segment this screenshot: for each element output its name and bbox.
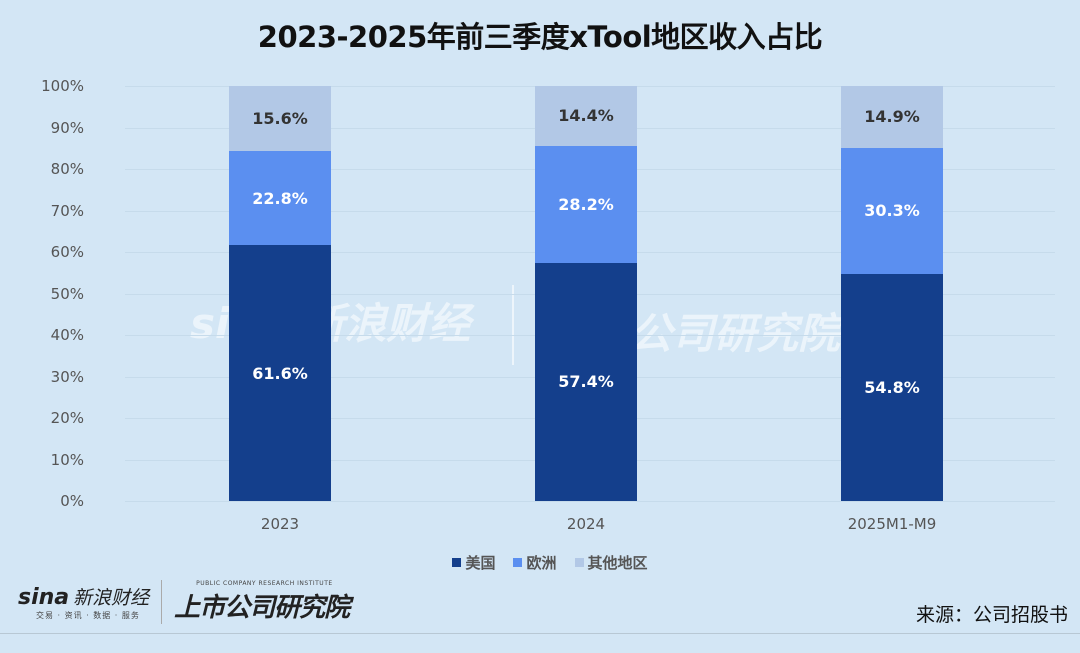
logo-divider (161, 580, 163, 624)
chart-title: 2023-2025年前三季度xTool地区收入占比 (257, 20, 823, 54)
x-tick-label: 2024 (566, 515, 606, 533)
institute-en: PUBLIC COMPANY RESEARCH INSTITUTE (196, 580, 333, 587)
bar-segment-欧洲: 28.2% (535, 145, 637, 263)
y-tick-label: 40% (50, 326, 84, 344)
y-tick-label: 0% (60, 492, 84, 510)
y-tick-label: 50% (50, 284, 84, 303)
sina-logo-text: sina (18, 585, 70, 610)
stacked-bar-2023: 61.6% 22.8% 15.6% (229, 86, 331, 501)
bar-segment-欧洲: 22.8% (229, 150, 331, 246)
bar-segment-欧洲: 30.3% (841, 147, 943, 274)
legend-swatch (513, 558, 523, 567)
sina-name: 新浪财经 (73, 587, 150, 609)
legend-swatch (574, 558, 584, 567)
x-tick-label: 2023 (260, 515, 300, 533)
source-note: 来源：公司招股书 (915, 604, 1068, 626)
bar-segment-其他地区: 14.4% (535, 86, 637, 146)
legend-label: 欧洲 (526, 554, 557, 572)
bar-segment-美国: 61.6% (229, 245, 331, 501)
y-tick-label: 20% (50, 409, 84, 427)
y-tick-label: 70% (50, 201, 84, 220)
legend-label: 美国 (465, 554, 496, 572)
institute-logo: PUBLIC COMPANY RESEARCH INSTITUTE 上市公司研究… (174, 580, 350, 624)
y-tick-label: 60% (50, 243, 84, 261)
legend: 美国 欧洲 其他地区 (0, 552, 1080, 573)
footer-logos: sina 新浪财经 交易 · 资讯 · 数据 · 服务 PUBLIC COMPA… (18, 580, 350, 624)
y-tick-label: 80% (50, 160, 84, 178)
plot-area: 0% 10% 20% 30% 40% 50% 60% 70% 80% 90% 100% 61.6% 22… (41, 77, 1055, 510)
bar-segment-其他地区: 15.6% (229, 86, 331, 151)
legend-item: 欧洲 (513, 552, 557, 573)
sina-finance-logo: sina 新浪财经 交易 · 资讯 · 数据 · 服务 (18, 583, 149, 621)
footer-divider (0, 633, 1080, 634)
y-tick-label: 100% (41, 77, 84, 95)
institute-cn: 上市公司研究院 (174, 593, 350, 623)
legend-item: 其他地区 (574, 552, 648, 573)
y-tick-label: 30% (50, 367, 84, 386)
stacked-bar-2024: 57.4% 28.2% 14.4% (535, 86, 637, 501)
y-tick-label: 10% (50, 450, 84, 469)
legend-label: 其他地区 (587, 554, 648, 572)
legend-swatch (452, 558, 462, 567)
bar-segment-美国: 57.4% (535, 262, 637, 501)
watermark-divider (512, 285, 514, 365)
gridline (125, 501, 1055, 502)
stacked-bar-2025M1-M9: 54.8% 30.3% 14.9% (841, 86, 943, 501)
legend-item: 美国 (452, 552, 495, 573)
y-tick-label: 90% (50, 118, 84, 137)
x-tick-label: 2025M1-M9 (847, 515, 937, 533)
bar-segment-其他地区: 14.9% (841, 86, 943, 148)
bar-segment-美国: 54.8% (841, 273, 943, 501)
sina-tagline: 交易 · 资讯 · 数据 · 服务 (36, 611, 140, 620)
